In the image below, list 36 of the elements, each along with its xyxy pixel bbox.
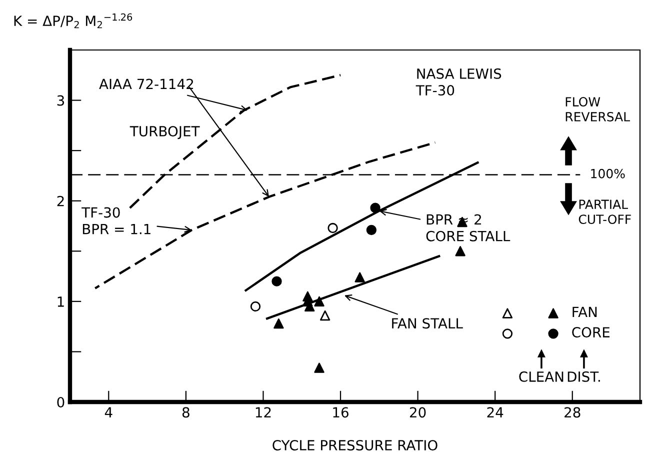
y-tick-label: 1 bbox=[58, 296, 64, 307]
point bbox=[354, 272, 365, 282]
annotation: PARTIAL CUT-OFF bbox=[578, 200, 631, 224]
y-tick-label: 0 bbox=[57, 396, 64, 408]
x-tick-label: 4 bbox=[104, 407, 112, 418]
y-tick-label: 2 bbox=[57, 196, 64, 206]
point bbox=[314, 362, 324, 373]
annotation: CLEAN bbox=[519, 371, 564, 382]
x-tick-label: 20 bbox=[410, 407, 426, 418]
x-tick-label: 8 bbox=[182, 407, 190, 418]
point bbox=[320, 310, 330, 321]
legend-label: CORE bbox=[572, 327, 610, 338]
annotation: TURBOJET bbox=[130, 126, 200, 140]
point bbox=[455, 246, 466, 256]
point bbox=[274, 318, 284, 329]
x-axis-title: CYCLE PRESSURE RATIO bbox=[272, 440, 438, 450]
annotation: FAN STALL bbox=[392, 318, 463, 329]
x-tick-label: 16 bbox=[333, 407, 348, 418]
annotation: AIAA 72-1142 bbox=[99, 78, 194, 90]
y-axis-title: K = ΔP/P$_{2}$ M$_{2}$$^{−1.26}$ bbox=[14, 13, 132, 28]
point bbox=[250, 301, 261, 312]
annotation: FLOW REVERSAL bbox=[566, 97, 630, 122]
point bbox=[272, 276, 282, 286]
x-tick-label: 28 bbox=[564, 407, 580, 418]
x-tick-label: 24 bbox=[487, 407, 504, 418]
x-tick-label: 12 bbox=[256, 407, 271, 418]
y-tick-label: 3 bbox=[57, 95, 64, 106]
point bbox=[314, 296, 324, 307]
annotation: NASA LEWIS TF-30 bbox=[416, 68, 502, 96]
point bbox=[370, 202, 380, 213]
point bbox=[366, 224, 377, 236]
point bbox=[328, 222, 338, 234]
annotation: 100% bbox=[591, 168, 625, 178]
annotation: TF-30 BPR = 1.1 bbox=[82, 207, 150, 234]
annotation: DIST. bbox=[568, 371, 600, 382]
legend-label: FAN bbox=[572, 306, 597, 317]
